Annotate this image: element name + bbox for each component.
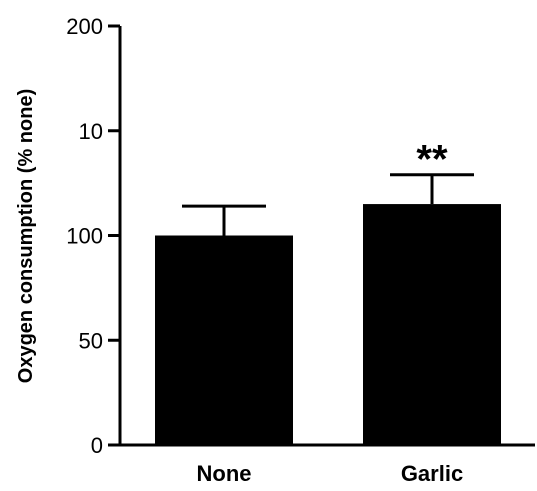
bars: ** — [155, 138, 501, 445]
x-axis: None Garlic — [118, 443, 535, 486]
y-tick-label: 10 — [79, 119, 103, 144]
x-tick-label: None — [197, 461, 252, 486]
significance-annotation: ** — [416, 138, 448, 182]
y-tick-label: 200 — [66, 14, 103, 39]
y-axis-label: Oxygen consumption (% none) — [15, 89, 37, 383]
y-tick-label: 0 — [91, 433, 103, 458]
y-tick-label: 50 — [79, 328, 103, 353]
y-axis: 0 50 100 10 200 — [66, 14, 122, 458]
y-tick-label: 100 — [66, 224, 103, 249]
bar-garlic — [363, 204, 501, 445]
bar-none — [155, 235, 293, 445]
x-tick-label: Garlic — [401, 461, 463, 486]
